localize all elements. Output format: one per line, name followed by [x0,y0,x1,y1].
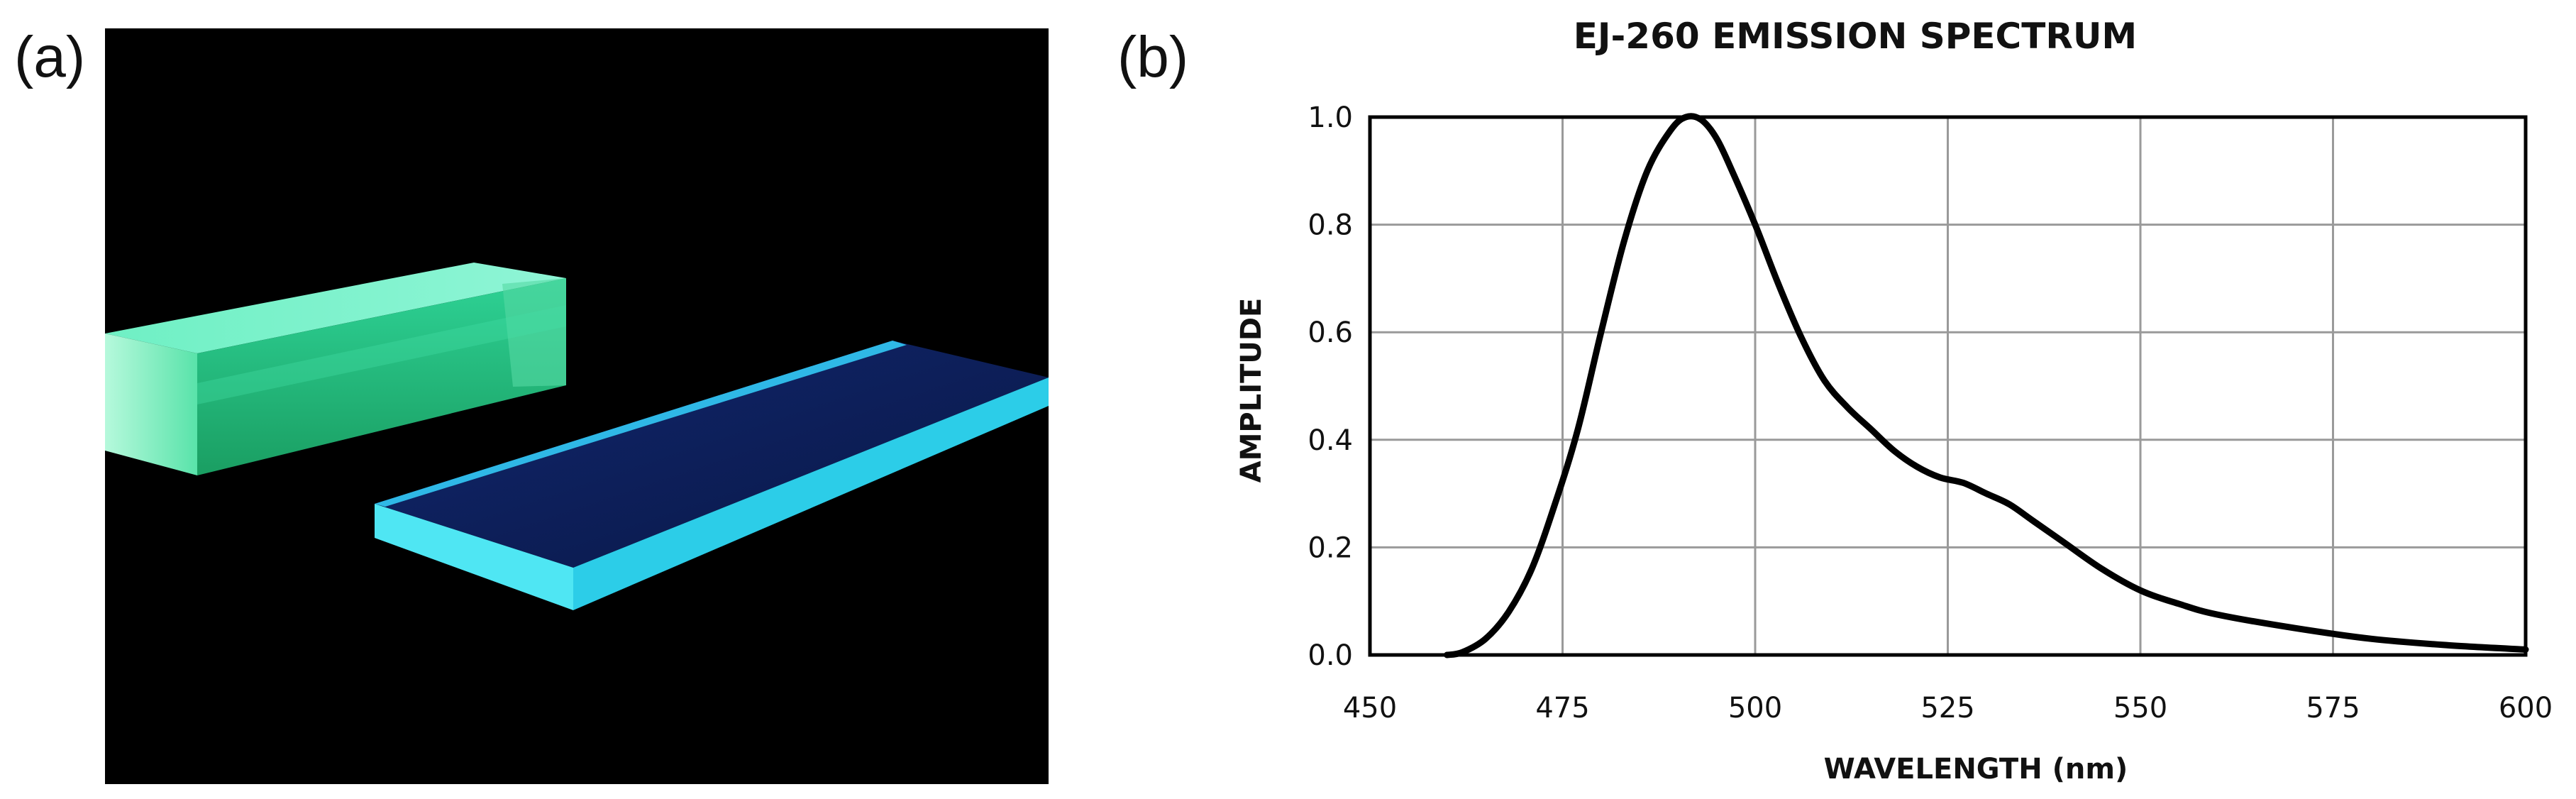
x-tick-label: 450 [1343,692,1397,724]
y-tick-label: 0.8 [1308,209,1353,242]
x-tick-label: 525 [1920,692,1974,724]
x-tick-label: 550 [2113,692,2167,724]
x-axis-ticks: 450 475 500 525 550 575 600 [1343,692,2553,724]
y-tick-label: 0.6 [1308,316,1353,349]
x-axis-title: WAVELENGTH (nm) [1824,753,2128,786]
grid [1369,116,2527,656]
x-tick-label: 600 [2499,692,2553,724]
y-tick-label: 0.2 [1308,531,1353,564]
y-axis-title: AMPLITUDE [1235,298,1268,483]
scintillator-photo [105,28,1049,784]
chart-title: EJ-260 EMISSION SPECTRUM [1574,16,2137,57]
emission-spectrum-chart: EJ-260 EMISSION SPECTRUM 450 475 500 525 550… [1235,16,2553,786]
panel-label-a: (a) [14,25,86,89]
scintillator-bar [105,263,566,475]
panel-label-b: (b) [1117,25,1189,89]
x-tick-label: 575 [2306,692,2360,724]
x-tick-label: 475 [1535,692,1589,724]
plot-area [1444,113,2529,659]
plot-frame [1368,115,2528,657]
y-tick-label: 1.0 [1308,101,1353,134]
y-tick-label: 0.0 [1308,639,1353,672]
y-axis-ticks: 0.0 0.2 0.4 0.6 0.8 1.0 [1308,101,1353,672]
scintillator-slab [375,341,1049,610]
y-tick-label: 0.4 [1308,424,1353,457]
x-tick-label: 500 [1728,692,1782,724]
series-line-emission [1444,113,2529,659]
